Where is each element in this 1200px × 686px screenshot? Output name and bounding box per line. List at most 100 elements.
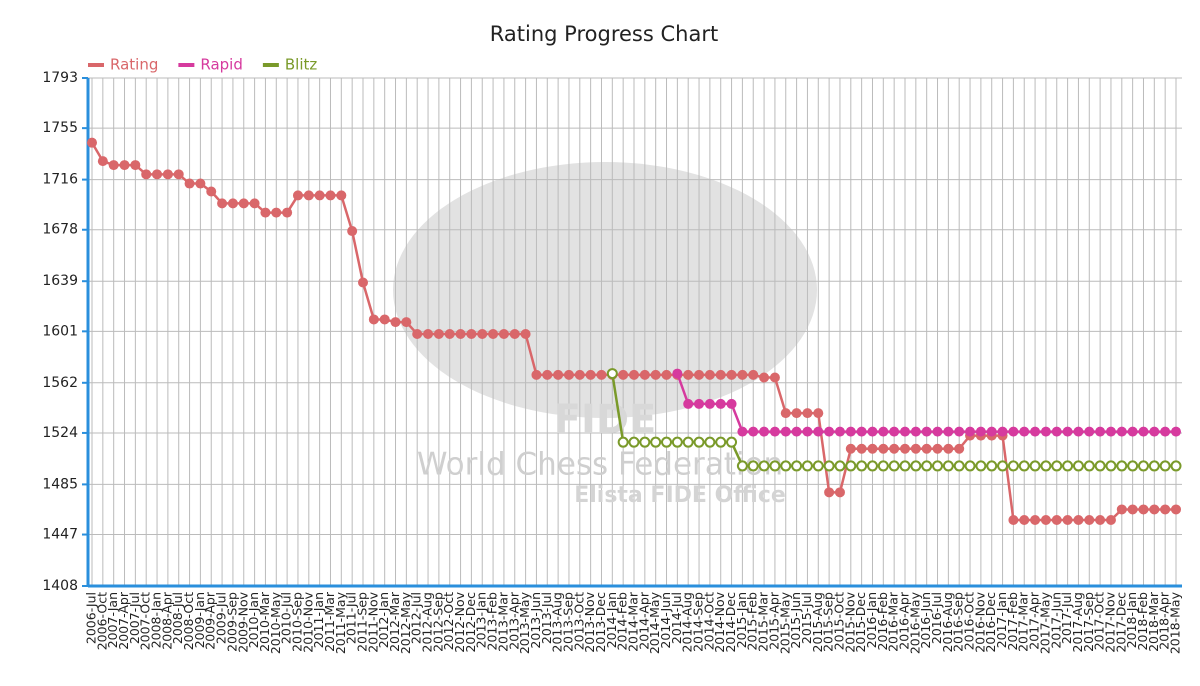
x-tick-label: 2012-Mar [387,591,402,652]
x-tick-label: 2010-Nov [300,591,315,652]
data-point [748,369,759,380]
data-point [650,369,661,380]
data-point [759,372,770,383]
data-point [1095,426,1106,437]
data-point [932,426,943,437]
data-point [1007,460,1019,472]
x-tick-label: 2013-Apr [506,591,521,650]
x-tick-label: 2014-Mar [626,591,641,652]
x-tick-label: 2016-Nov [972,591,987,652]
y-tick-label: 1562 [42,375,78,391]
x-tick-label: 2007-Jul [127,592,142,644]
data-point [867,426,878,437]
data-point [910,443,921,454]
data-point [423,328,434,339]
x-tick-label: 2013-Jul [539,592,554,644]
data-point [498,328,509,339]
data-point [943,426,954,437]
x-tick-label: 2007-Oct [138,592,153,650]
data-point [1008,426,1019,437]
data-point [900,426,910,437]
data-point [195,178,206,189]
data-point [1160,504,1171,515]
data-point [1105,515,1116,526]
x-tick-label: 2017-Mar [1016,591,1031,652]
x-tick-label: 2016-Jan [864,592,879,648]
data-point [801,460,813,472]
data-point [173,169,184,180]
data-point [488,328,499,339]
x-tick-label: 2017-Nov [1102,591,1117,652]
data-point [314,190,325,201]
x-tick-label: 2018-Jan [1124,592,1139,648]
data-point [899,460,911,472]
x-tick-label: 2014-Sep [691,592,706,652]
data-point [108,160,119,171]
data-point [921,460,933,472]
x-tick-label: 2014-May [647,591,662,654]
data-point [1159,460,1171,472]
x-tick-label: 2014-Apr [636,591,651,650]
x-tick-label: 2015-Aug [810,592,825,652]
grid [88,77,1182,587]
data-point [694,398,705,409]
x-tick-label: 2014-Nov [712,591,727,652]
legend-label: Rapid [200,56,243,74]
data-point [412,328,423,339]
data-point [965,426,976,437]
x-tick-label: 2010-Mar [257,591,272,652]
data-point [661,436,673,448]
x-tick-label: 2010-May [268,591,283,654]
x-tick-label: 2012-Jul [409,592,424,644]
data-point [130,160,141,171]
x-tick-label: 2017-Feb [1005,592,1020,651]
data-point [671,436,683,448]
x-tick-label: 2010-Sep [289,592,304,652]
data-point [1127,504,1138,515]
x-tick-label: 2012-May [398,591,413,654]
data-point [834,426,845,437]
data-point [390,317,401,328]
x-tick-label: 2010-Jul [279,592,294,644]
data-point [715,369,726,380]
x-tick-label: 2009-Sep [224,592,239,652]
x-tick-label: 2017-Jan [994,592,1009,648]
data-point [1029,460,1041,472]
data-point [889,443,900,454]
data-point [1116,460,1128,472]
x-tick-label: 2016-Feb [875,592,890,651]
data-point [238,198,249,209]
data-point [802,408,813,419]
data-point [986,426,997,437]
data-point [964,460,976,472]
legend-label: Blitz [285,56,318,74]
x-tick-label: 2012-Sep [430,592,445,652]
data-point [1160,426,1171,437]
watermark-text: World Chess Federation [417,447,783,483]
data-point [694,369,705,380]
x-tick-label: 2012-Aug [420,592,435,652]
data-point [737,369,748,380]
x-tick-label: 2016-Oct [962,592,977,650]
data-point [1116,426,1127,437]
x-tick-label: 2006-Oct [94,592,109,650]
data-point [574,369,585,380]
x-tick-label: 2011-Mar [322,591,337,652]
data-point [553,369,564,380]
data-point [693,436,705,448]
data-point [1138,426,1149,437]
x-tick-label: 2015-Dec [853,592,868,653]
x-tick-label: 2016-Apr [897,591,912,650]
x-tick-label: 2012-Jan [376,592,391,648]
data-point [97,156,108,167]
data-point [1051,515,1062,526]
data-point [618,369,629,380]
data-point [769,372,780,383]
data-point [878,443,889,454]
data-point [759,426,770,437]
data-point [1127,460,1139,472]
data-point [845,443,856,454]
data-point [347,226,358,237]
data-point [856,443,867,454]
